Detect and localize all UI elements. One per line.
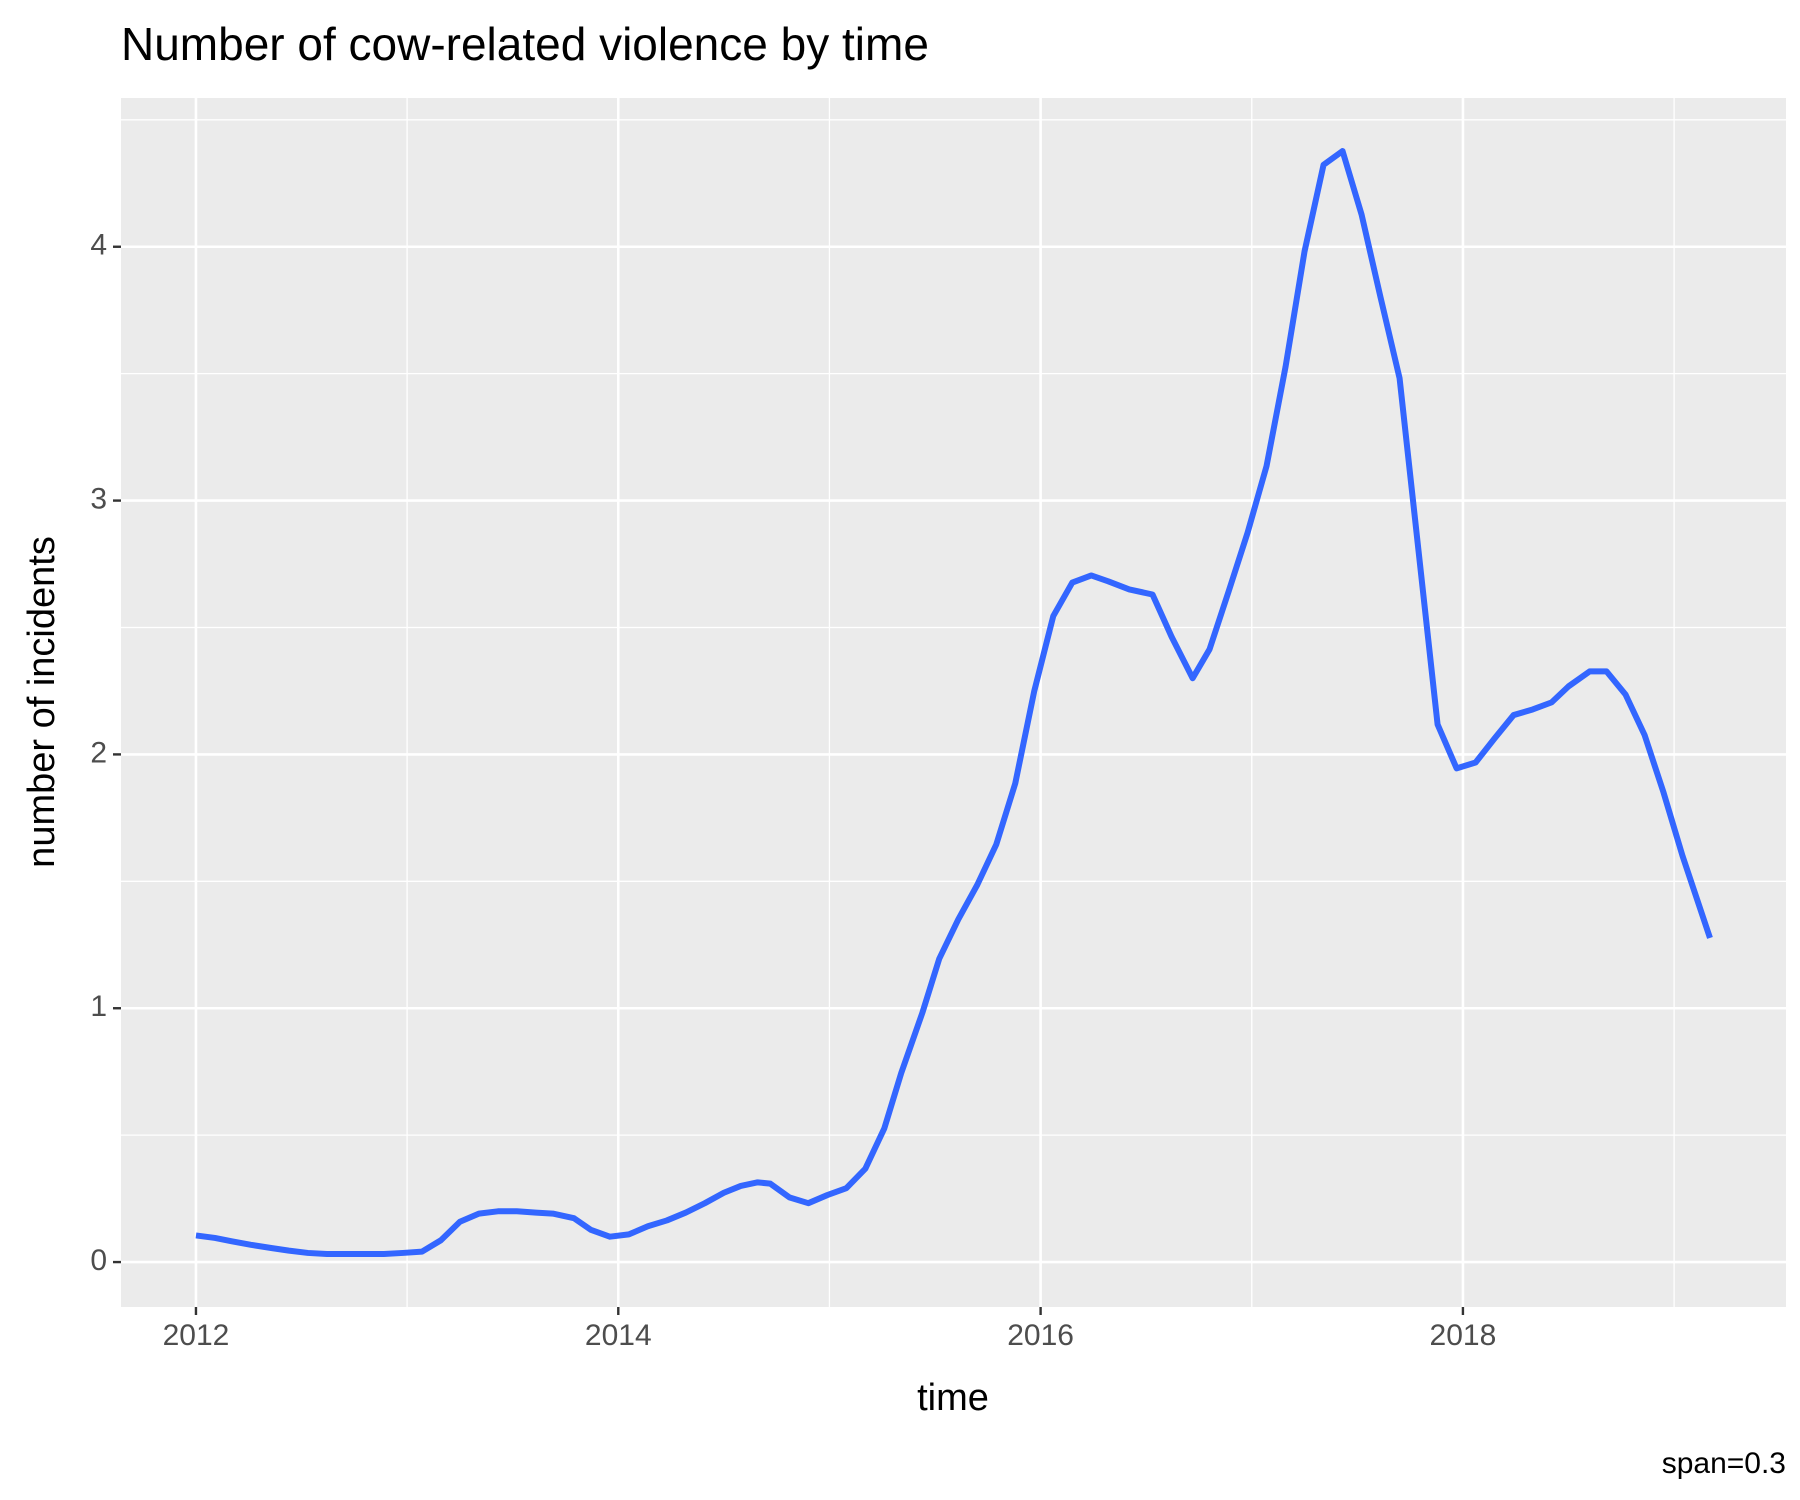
y-tick-label: 4 <box>90 229 107 262</box>
x-tick-label: 2012 <box>163 1319 230 1352</box>
y-tick-label: 3 <box>90 482 107 515</box>
y-tick-label: 0 <box>90 1244 107 1277</box>
y-tick-label: 1 <box>90 990 107 1023</box>
chart-title: Number of cow-related violence by time <box>121 18 929 70</box>
caption: span=0.3 <box>1662 1447 1786 1480</box>
x-axis-title: time <box>917 1377 989 1419</box>
x-tick-label: 2016 <box>1007 1319 1074 1352</box>
x-tick-label: 2018 <box>1430 1319 1497 1352</box>
y-axis-title: number of incidents <box>21 536 63 868</box>
x-tick-label: 2014 <box>585 1319 652 1352</box>
y-tick-label: 2 <box>90 736 107 769</box>
data-line <box>195 148 1713 1257</box>
panel <box>121 98 1786 1307</box>
